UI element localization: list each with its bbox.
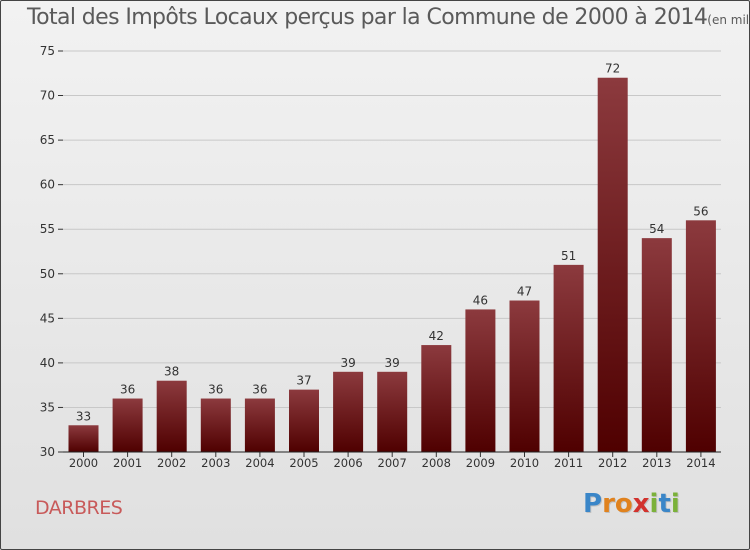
x-tick-label-2001: 2001 (113, 456, 142, 470)
x-tick-label-2003: 2003 (201, 456, 230, 470)
data-label-2014: 56 (693, 204, 708, 218)
logo-letter-1: r (602, 489, 615, 519)
bar-2009 (465, 309, 496, 452)
proxiti-logo: Proxiti (583, 489, 680, 519)
y-tick-label-50: 50 (40, 267, 55, 281)
data-label-2011: 51 (561, 249, 576, 263)
y-tick-label-40: 40 (40, 356, 55, 370)
commune-name: DARBRES (35, 497, 123, 519)
x-tick-label-2002: 2002 (157, 456, 186, 470)
chart-title-unit: (en milliers d'€) (707, 13, 750, 27)
data-label-2004: 36 (252, 383, 267, 397)
bar-2007 (377, 371, 408, 452)
data-label-2003: 36 (208, 383, 223, 397)
x-tick-label-2000: 2000 (69, 456, 98, 470)
bar-2008 (421, 345, 452, 452)
logo-letter-4: i (649, 489, 659, 519)
x-axis-ticks: 2000 2001 2002 2003 2004 2005 2006 2007 2008 2009… (69, 452, 716, 470)
y-tick-label-30: 30 (40, 445, 55, 459)
bar-2000 (68, 425, 99, 452)
x-tick-label-2014: 2014 (686, 456, 715, 470)
x-tick-label-2006: 2006 (333, 456, 362, 470)
bar-2001 (112, 398, 143, 452)
bar-2005 (289, 389, 319, 452)
logo-letter-5: t (658, 489, 671, 519)
data-label-2001: 36 (120, 383, 135, 397)
y-tick-label-35: 35 (40, 400, 55, 414)
data-label-2009: 46 (473, 293, 488, 307)
logo-letter-0: P (583, 489, 603, 519)
x-tick-label-2010: 2010 (510, 456, 539, 470)
y-tick-label-60: 60 (40, 178, 55, 192)
chart-title-main: Total des Impôts Locaux perçus par la Co… (27, 5, 708, 30)
x-tick-label-2009: 2009 (466, 456, 495, 470)
bar-2011 (553, 264, 584, 452)
bar-2004 (244, 398, 275, 452)
x-tick-label-2013: 2013 (642, 456, 671, 470)
data-label-2010: 47 (517, 285, 532, 299)
data-label-2012: 72 (605, 62, 620, 76)
data-label-2006: 39 (340, 356, 355, 370)
logo-letter-3: x (632, 489, 650, 519)
data-label-2002: 38 (164, 365, 179, 379)
x-tick-label-2011: 2011 (554, 456, 583, 470)
data-label-2000: 33 (76, 409, 91, 423)
y-tick-label-75: 75 (40, 44, 55, 58)
bar-2013 (641, 238, 672, 452)
y-tick-label-70: 70 (40, 89, 55, 103)
y-tick-label-65: 65 (40, 133, 55, 147)
data-label-2007: 39 (385, 356, 400, 370)
x-tick-label-2012: 2012 (598, 456, 627, 470)
bar-2014 (685, 220, 716, 452)
bar-2010 (509, 300, 540, 452)
chart-title: Total des Impôts Locaux perçus par la Co… (27, 5, 750, 30)
bar-2003 (200, 398, 231, 452)
data-label-2013: 54 (649, 222, 664, 236)
logo-letter-2: o (614, 489, 633, 519)
y-tick-label-45: 45 (40, 311, 55, 325)
bar-2006 (333, 371, 364, 452)
bar-2012 (597, 77, 628, 452)
x-tick-label-2004: 2004 (245, 456, 274, 470)
data-label-2005: 37 (296, 374, 311, 388)
data-labels: 33 36 38 36 36 37 39 39 42 46 47 51 72 54 56 (76, 62, 709, 424)
x-tick-label-2007: 2007 (378, 456, 407, 470)
x-tick-label-2008: 2008 (422, 456, 451, 470)
y-tick-label-55: 55 (40, 222, 55, 236)
x-tick-label-2005: 2005 (289, 456, 318, 470)
logo-letter-6: i (670, 489, 680, 519)
data-label-2008: 42 (429, 329, 444, 343)
bars (68, 77, 716, 452)
bar-2002 (156, 380, 187, 452)
y-axis-ticks: 30 35 40 45 50 55 60 65 70 75 (40, 44, 63, 459)
